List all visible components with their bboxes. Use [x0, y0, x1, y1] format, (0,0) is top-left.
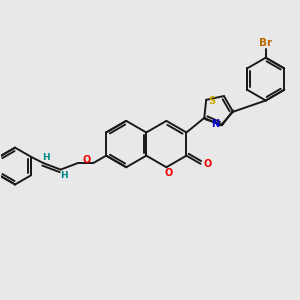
Text: O: O	[82, 154, 91, 164]
Text: N: N	[212, 119, 220, 129]
Text: O: O	[203, 159, 211, 169]
Text: O: O	[164, 168, 172, 178]
Text: H: H	[43, 153, 50, 162]
Text: S: S	[208, 96, 215, 106]
Text: H: H	[60, 171, 68, 180]
Text: Br: Br	[259, 38, 272, 48]
